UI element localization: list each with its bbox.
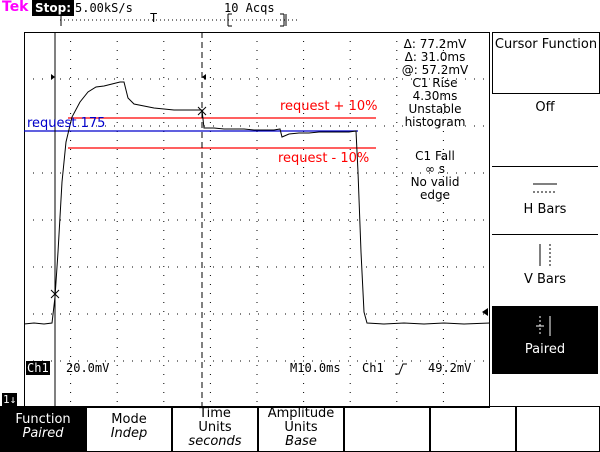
softkey-function[interactable]: Function Paired: [0, 406, 86, 452]
fall-note-2: edge: [420, 188, 450, 202]
rise-note-1: Unstable: [408, 102, 462, 116]
waveform-display: [24, 32, 490, 408]
ground-marker: 1↓: [2, 393, 18, 406]
side-menu: Cursor Function Off H Bars V Bars Paired: [492, 32, 600, 406]
rise-note-2: histogram: [404, 115, 466, 129]
menu-title-box: Cursor Function: [492, 32, 600, 94]
menu-divider: [492, 166, 598, 167]
menu-title: Cursor Function: [494, 37, 598, 52]
lower-limit-label: request - 10%: [278, 151, 370, 166]
cursor-arrow-left: [51, 74, 55, 80]
rising-edge-icon: [395, 363, 407, 375]
menu-divider: [492, 234, 598, 235]
brand-logo: Tek: [2, 0, 29, 15]
record-length-indicator: [60, 13, 300, 27]
trigger-level-marker: [482, 308, 488, 316]
time-per-div: M10.0ms: [290, 361, 341, 375]
request-label: request 175: [27, 116, 106, 131]
sample-rate: 5.00kS/s: [75, 1, 133, 15]
acquisition-state: Stop:: [32, 0, 75, 16]
menu-item-paired[interactable]: Paired: [492, 306, 598, 374]
channel-badge[interactable]: Ch1: [26, 361, 50, 375]
softkey-function-label: Function: [15, 412, 71, 427]
trigger-source: Ch1: [362, 361, 384, 375]
volts-per-div: 20.0mV: [66, 361, 110, 375]
paired-icon: [536, 316, 551, 336]
upper-limit-label: request + 10%: [280, 99, 378, 114]
softkey-amplitude-units-label: Amplitude Units: [267, 406, 335, 435]
fall-readout: C1 Fall ∞ s No valid edge: [380, 150, 490, 202]
softkey-time-units-value: seconds: [188, 434, 242, 449]
waveform-trace: [24, 81, 490, 325]
cursor-arrow-right: [202, 74, 206, 80]
fall-note-1: No valid: [410, 175, 460, 189]
softkey-mode-value: Indep: [110, 426, 148, 441]
trigger-level: 49.2mV: [428, 361, 472, 375]
v-bars-icon: [539, 244, 551, 266]
menu-item-off[interactable]: Off: [492, 94, 598, 166]
softkey-function-value: Paired: [22, 426, 64, 441]
rise-value: 4.30ms: [412, 89, 458, 103]
cursor-readout: Δ: 77.2mV Δ: 31.0ms @: 57.2mV C1 Rise 4.…: [380, 38, 490, 129]
softkey-mode-label: Mode: [111, 412, 147, 427]
h-bars-icon: [533, 183, 557, 193]
softkey-amplitude-units-value: Base: [285, 434, 317, 449]
menu-item-h-bars-label: H Bars: [523, 202, 567, 217]
menu-item-v-bars[interactable]: V Bars: [492, 236, 598, 306]
fall-title: C1 Fall: [415, 149, 455, 163]
softkey-mode[interactable]: Mode Indep: [86, 406, 172, 452]
softkey-amplitude-units[interactable]: Amplitude Units Base: [258, 406, 344, 452]
menu-item-v-bars-label: V Bars: [523, 272, 567, 287]
softkey-7[interactable]: [516, 406, 600, 452]
delta-time: Δ: 31.0ms: [404, 50, 466, 64]
cursor-cross-2: [197, 106, 207, 116]
at-voltage: @: 57.2mV: [401, 63, 469, 77]
softkey-time-units[interactable]: Time Units seconds: [172, 406, 258, 452]
menu-item-paired-label: Paired: [524, 342, 566, 357]
delta-voltage: Δ: 77.2mV: [403, 37, 467, 51]
acquisition-count: 10 Acqs: [224, 1, 275, 15]
trigger-position-marker: T: [150, 11, 158, 25]
fall-value: ∞ s: [424, 162, 446, 176]
cursor-cross-1: [50, 289, 60, 299]
softkey-time-units-label: Time Units: [198, 406, 232, 435]
softkey-5[interactable]: [344, 406, 430, 452]
status-bar: Tek Stop: 5.00kS/s 10 Acqs T: [0, 0, 600, 30]
menu-item-off-label: Off: [535, 100, 555, 115]
rise-title: C1 Rise: [412, 76, 458, 90]
menu-item-h-bars[interactable]: H Bars: [492, 168, 598, 234]
softkey-6[interactable]: [430, 406, 516, 452]
